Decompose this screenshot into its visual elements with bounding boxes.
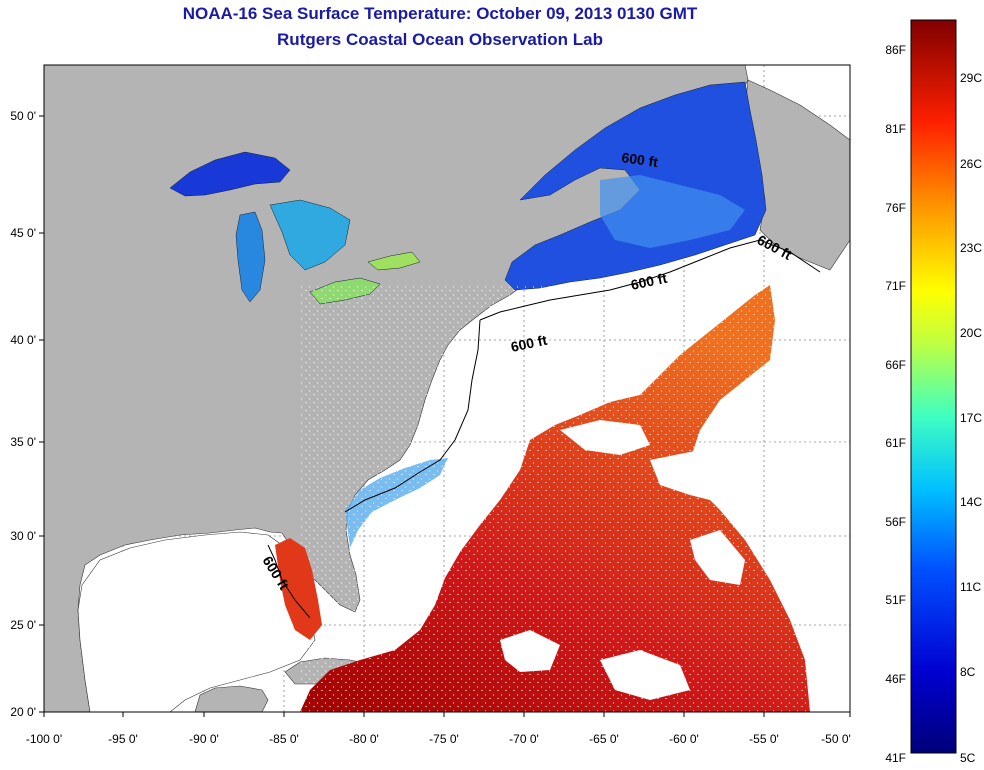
x-tick-label: -90 0'	[189, 732, 219, 746]
x-tick-label: -85 0'	[269, 732, 299, 746]
y-tick-label: 20 0'	[10, 705, 36, 719]
colorbar	[910, 19, 957, 754]
y-tick-label: 50 0'	[10, 109, 36, 123]
land-yucatan	[194, 685, 269, 713]
map-title: NOAA-16 Sea Surface Temperature: October…	[182, 4, 698, 23]
cloud-cover	[440, 420, 760, 700]
colorbar-f-label: 71F	[885, 279, 906, 293]
colorbar-f-label: 86F	[885, 43, 906, 57]
cold-water-shelf	[600, 175, 745, 248]
isobath-600ft	[267, 239, 821, 619]
colorbar-c-label: 5C	[960, 751, 976, 765]
colorbar-c-label: 8C	[960, 665, 976, 679]
colorbar-f-label: 51F	[885, 593, 906, 607]
y-tick-label: 35 0'	[10, 435, 36, 449]
x-tick-label: -75 0'	[429, 732, 459, 746]
map-subtitle: Rutgers Coastal Ocean Observation Lab	[277, 30, 603, 49]
colorbar-f-label: 56F	[885, 515, 906, 529]
colorbar-f-label: 66F	[885, 358, 906, 372]
y-tick-label: 25 0'	[10, 618, 36, 632]
colorbar-c-label: 14C	[960, 495, 982, 509]
colorbar-c-label: 23C	[960, 241, 982, 255]
x-tick-label: -70 0'	[509, 732, 539, 746]
tick-marks	[39, 115, 851, 717]
colorbar-f-label: 76F	[885, 201, 906, 215]
x-tick-label: -60 0'	[669, 732, 699, 746]
x-tick-label: -100 0'	[26, 732, 62, 746]
colorbar-c-label: 11C	[960, 580, 981, 594]
x-tick-label: -65 0'	[589, 732, 619, 746]
warm-water-florida	[275, 538, 322, 640]
x-tick-label: -50 0'	[821, 732, 851, 746]
contour-label-3: 600 ft	[629, 270, 668, 293]
y-tick-label: 45 0'	[10, 226, 36, 240]
great-lakes	[169, 151, 421, 305]
colorbar-f-label: 61F	[885, 436, 906, 450]
colorbar-f-label: 46F	[885, 672, 906, 686]
contour-label-1: 600 ft	[621, 149, 660, 170]
x-tick-label: -80 0'	[349, 732, 379, 746]
map-frame	[43, 64, 851, 713]
colorbar-c-label: 20C	[960, 326, 982, 340]
y-tick-label: 30 0'	[10, 529, 36, 543]
contour-label-4: 600 ft	[509, 332, 548, 355]
colorbar-f-label: 41F	[885, 751, 906, 765]
colorbar-c-label: 29C	[960, 71, 982, 85]
colorbar-c-label: 17C	[960, 411, 982, 425]
colorbar-f-label: 81F	[885, 122, 906, 136]
y-tick-label: 40 0'	[10, 333, 36, 347]
x-tick-label: -55 0'	[749, 732, 779, 746]
colorbar-c-label: 26C	[960, 157, 982, 171]
x-tick-label: -95 0'	[108, 732, 138, 746]
